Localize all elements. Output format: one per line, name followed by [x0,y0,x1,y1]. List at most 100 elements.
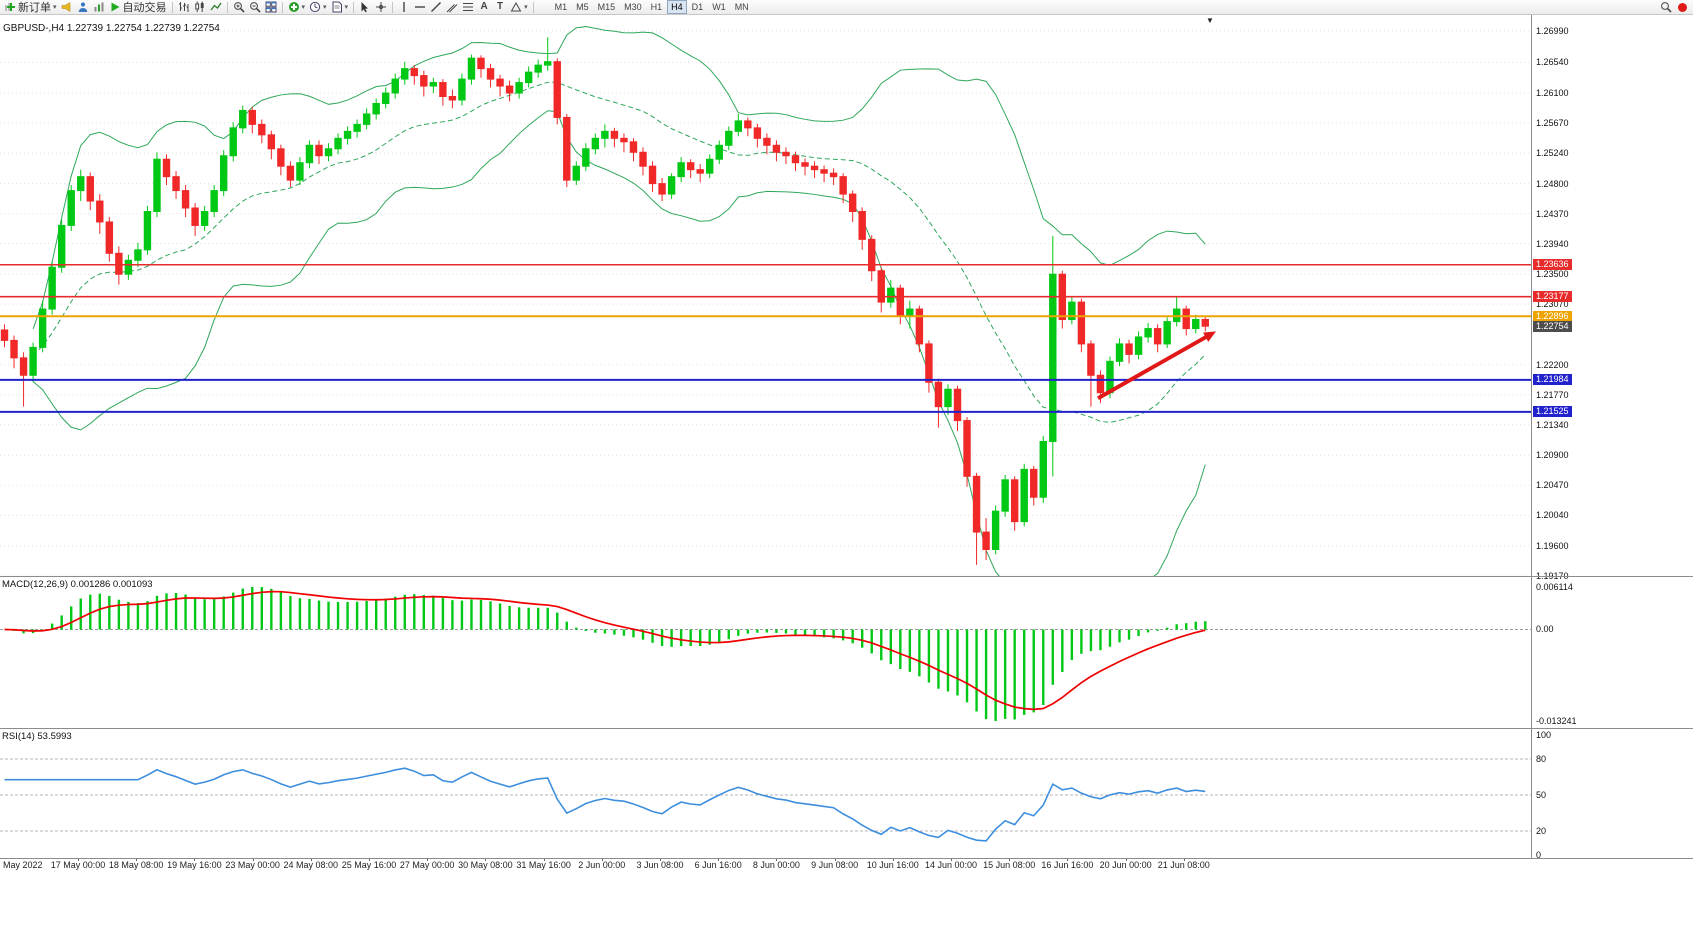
line-chart-icon[interactable] [208,1,224,13]
chevron-down-icon: ▾ [53,4,57,11]
level-badge: 1.22896 [1533,310,1572,322]
chart-ohlc-label: GBPUSD-,H4 1.22739 1.22754 1.22739 1.227… [3,23,220,34]
toolbar-separator [353,1,355,13]
templates-button[interactable]: ▾ [329,1,351,14]
time-axis[interactable]: May 2022 17 May 00:00 18 May 08:00 19 May 1… [0,858,1532,874]
level-badge: 1.23177 [1533,291,1572,303]
time-tick [892,858,894,861]
time-label: 30 May 08:00 [458,860,513,870]
time-label: 21 Jun 08:00 [1157,860,1210,870]
cursor-icon[interactable] [357,1,373,13]
chart-shift-marker[interactable]: ▼ [1206,16,1214,25]
price-tick: 1.25670 [1536,117,1569,128]
time-tick [776,858,778,861]
autotrading-button[interactable]: 自动交易 [107,1,169,14]
timeframe-m15[interactable]: M15 [597,2,616,12]
main-toolbar: 新订单 ▾ 自动交易 ▾ ▾ ▾ A T ▾ M1 M5 M [0,0,1693,15]
bollinger-lower [32,110,1206,577]
channel-icon[interactable] [444,1,460,13]
time-tick [369,858,370,861]
macd-value-signal: 0.001093 [112,579,153,590]
axis-separator [1531,15,1532,858]
time-tick [834,858,836,861]
toolbar-separator [171,1,173,13]
market-watch-icon[interactable] [91,1,107,13]
vertical-line-icon[interactable] [396,1,412,13]
crosshair-icon[interactable] [373,1,389,13]
rsi-name: RSI(14) [2,731,35,742]
bollinger-middle [32,81,1206,423]
time-label: 16 Jun 16:00 [1041,860,1094,870]
time-tick [78,858,79,861]
time-label: 15 Jun 08:00 [983,860,1036,870]
price-tick: 1.23070 [1536,299,1569,310]
time-tick [951,858,952,861]
time-tick [1125,858,1127,861]
rsi-label: RSI(14) 53.5993 [2,731,72,742]
chevron-down-icon: ▾ [323,4,327,11]
new-order-label: 新订单 [18,2,51,14]
time-tick [718,858,720,861]
price-tick: 1.26540 [1536,57,1569,68]
toolbar-separator [532,1,534,13]
timeframe-m5[interactable]: M5 [576,2,589,12]
horizontal-levels [0,263,1532,413]
timeframe-mn[interactable]: MN [734,2,749,12]
new-order-icon [4,1,16,13]
main-price-chart[interactable] [0,15,1532,577]
zoom-out-icon[interactable] [247,1,263,13]
price-axis[interactable]: 1.26990 1.26540 1.26100 1.25670 1.25240 1.248… [1532,0,1693,936]
new-order-button[interactable]: 新订单 ▾ [2,1,59,14]
search-icon[interactable] [1660,1,1672,13]
shapes-button[interactable]: ▾ [508,1,530,14]
periods-button[interactable]: ▾ [307,1,329,14]
add-indicator-icon [288,1,300,13]
tile-windows-icon[interactable] [263,1,279,13]
price-tick: 1.22200 [1536,359,1569,370]
zoom-in-icon[interactable] [231,1,247,13]
time-label: 24 May 08:00 [283,860,339,870]
rsi-tick: 80 [1536,754,1547,764]
ohlc-values: 1.22739 1.22754 1.22739 1.22754 [66,23,220,34]
candlestick-chart-icon[interactable] [192,1,208,13]
label-icon[interactable]: T [497,1,504,12]
time-tick [543,858,545,861]
bar-chart-icon[interactable] [176,1,192,13]
timeframe-h1[interactable]: H1 [650,2,663,12]
trendline-icon[interactable] [428,1,444,13]
panel-separator[interactable] [0,576,1693,577]
time-tick [427,858,429,861]
time-tick [1067,858,1069,861]
text-icon[interactable]: A [480,1,488,12]
timeframe-h4[interactable]: H4 [667,0,687,14]
rsi-panel[interactable] [0,729,1532,859]
price-tick: 1.23500 [1536,269,1569,280]
time-tick [601,858,603,861]
timeframe-m30[interactable]: M30 [624,2,642,12]
fibonacci-icon[interactable] [460,1,476,13]
timeframe-m1[interactable]: M1 [554,2,568,12]
signals-icon[interactable] [75,1,91,13]
price-tick: 1.19170 [1536,570,1569,581]
time-label: 9 Jun 08:00 [811,860,859,870]
time-label: 10 Jun 16:00 [866,860,919,870]
rsi-tick: 100 [1536,730,1552,740]
horizontal-line-icon[interactable] [412,1,428,13]
price-tick: 1.25240 [1536,147,1569,158]
macd-panel[interactable] [0,577,1532,729]
toolbar-separator [281,1,283,13]
notification-dot[interactable] [1678,2,1687,12]
macd-tick-min: -0.013241 [1536,716,1577,726]
megaphone-icon[interactable] [59,1,75,13]
time-label: 18 May 08:00 [108,860,164,870]
timeframe-w1[interactable]: W1 [712,2,726,12]
time-tick [310,858,312,861]
time-label: 6 Jun 16:00 [694,860,742,870]
panel-separator[interactable] [0,728,1693,729]
timeframe-d1[interactable]: D1 [691,2,704,12]
price-tick: 1.20040 [1536,510,1569,521]
indicators-button[interactable]: ▾ [286,1,308,14]
time-label: May 2022 [3,860,43,870]
arrow-head [1203,331,1216,342]
